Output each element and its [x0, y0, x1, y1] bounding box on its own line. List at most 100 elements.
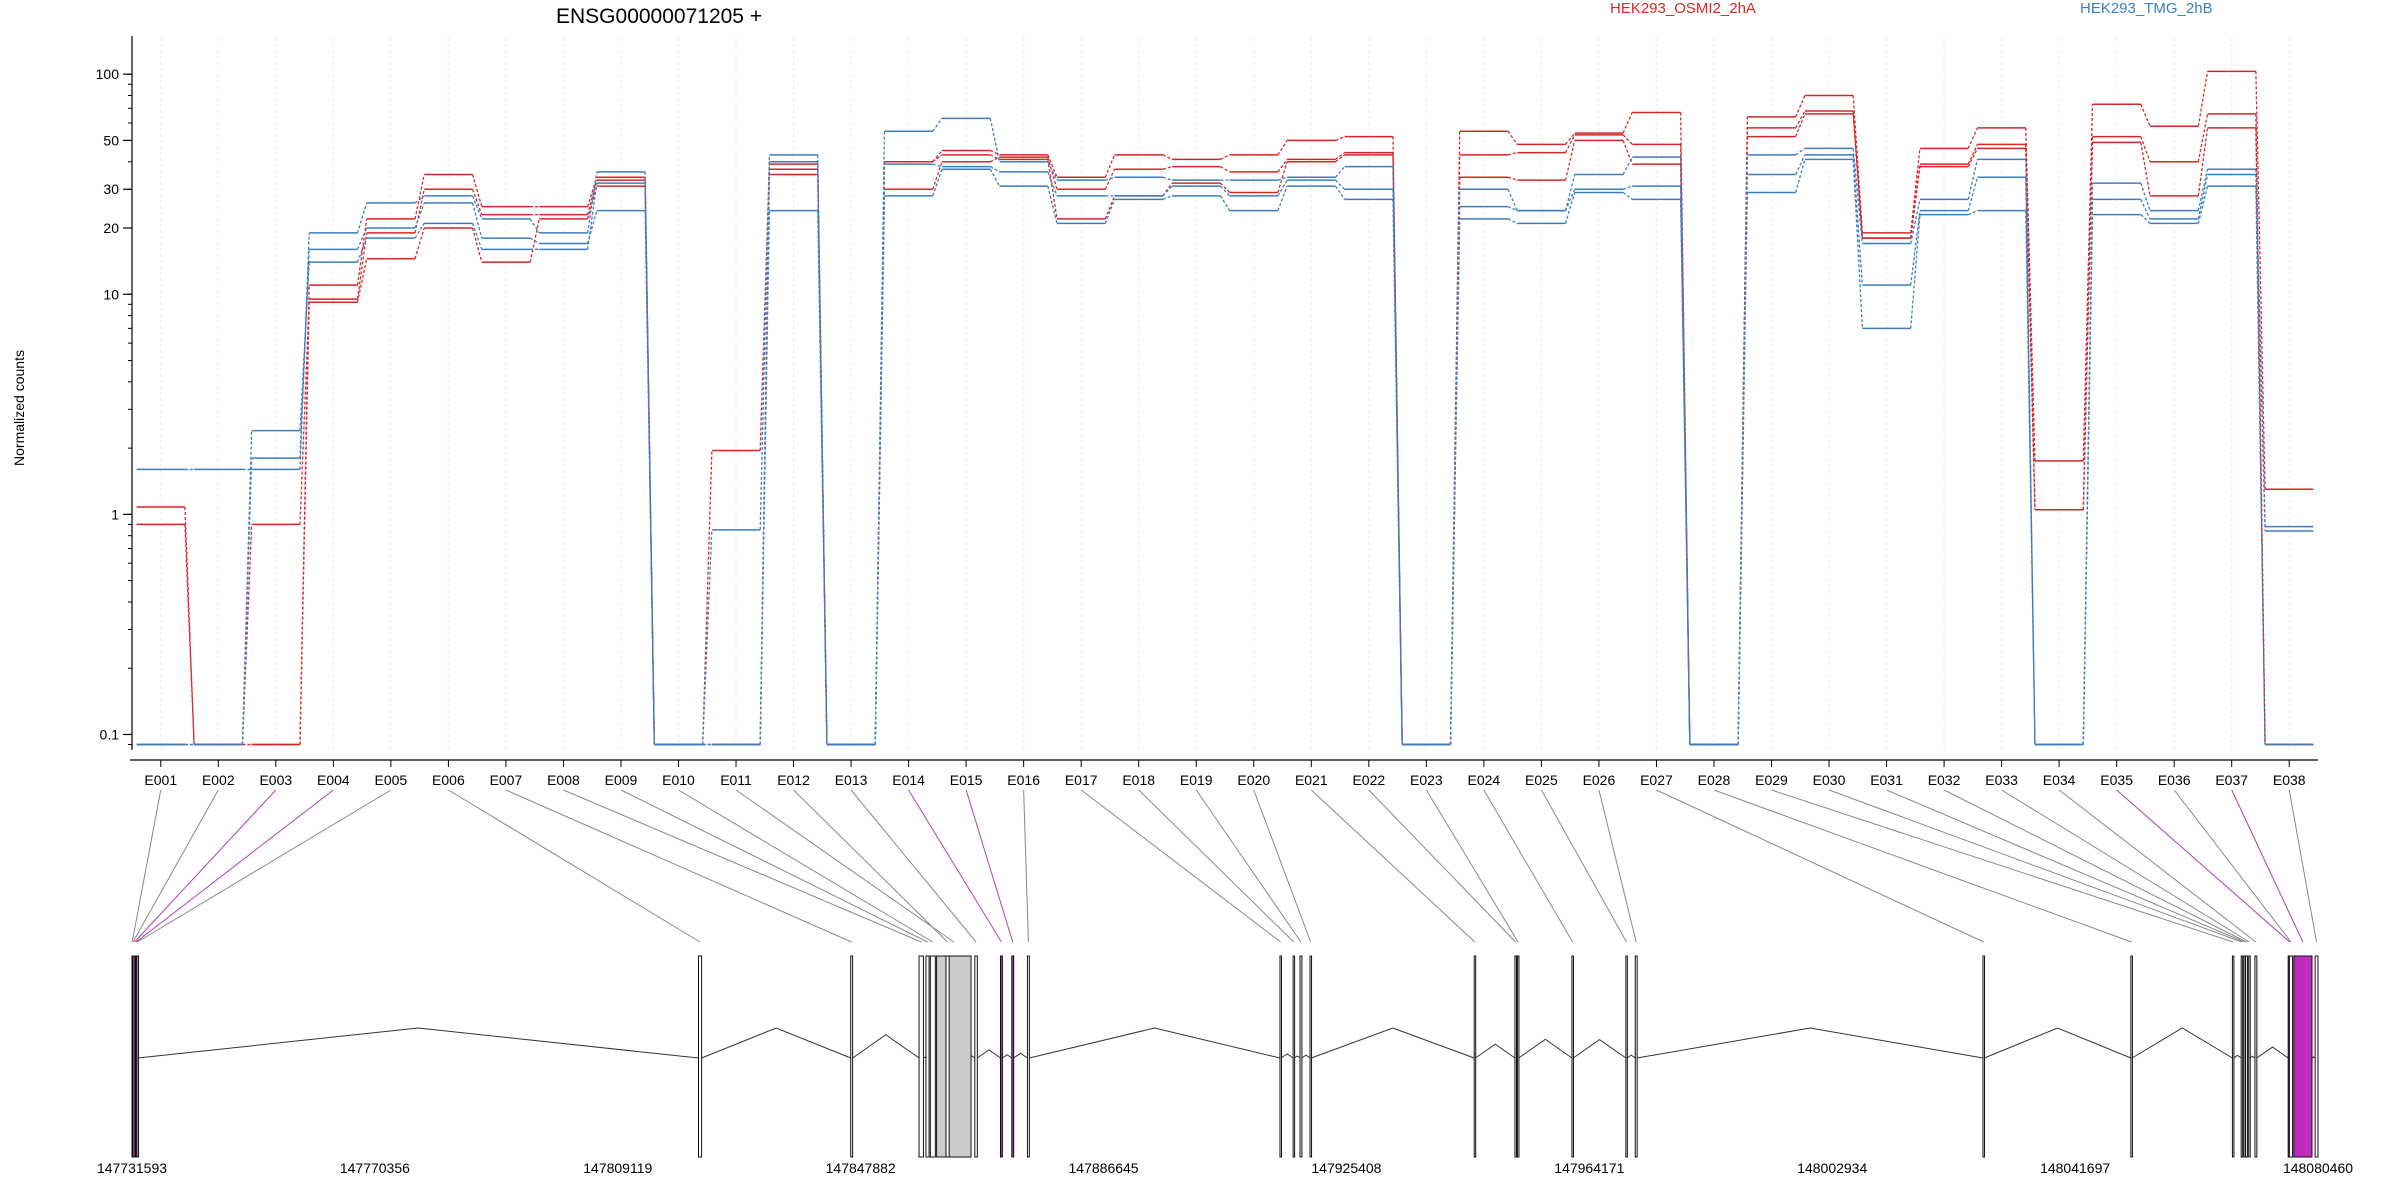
series-3-hek293_osmi2_2ha: [136, 113, 2314, 746]
intron-connector: [1626, 1054, 1636, 1059]
data-connector: [990, 149, 1000, 156]
y-tick-label: 50: [103, 132, 119, 148]
mapping-line-e020: [1253, 789, 1312, 943]
data-connector: [1104, 199, 1116, 224]
data-connector: [241, 430, 253, 745]
data-connector: [932, 163, 943, 168]
data-connector: [299, 302, 310, 745]
data-connector: [1852, 110, 1864, 239]
x-tick-label-e014: E014: [892, 772, 925, 788]
exon-box-e029: [2231, 955, 2235, 1158]
legend-item-tmg: HEK293_TMG_2hB: [2080, 0, 2213, 17]
data-connector: [1795, 147, 1806, 156]
mapping-line-e027: [1656, 789, 1984, 943]
data-connector: [2197, 71, 2209, 127]
mapping-line-e013: [850, 789, 977, 943]
x-tick-label-e024: E024: [1468, 772, 1501, 788]
data-connector: [759, 161, 771, 745]
data-connector: [471, 189, 483, 215]
x-tick-label-e032: E032: [1928, 772, 1961, 788]
intron-connector: [852, 1034, 920, 1059]
data-connector: [1852, 148, 1864, 244]
data-connector: [1622, 134, 1633, 145]
exon-box-e024: [1571, 955, 1574, 1158]
x-tick-label-e023: E023: [1410, 772, 1443, 788]
mapping-line-e018: [1138, 789, 1295, 943]
x-tick-label-e019: E019: [1180, 772, 1213, 788]
data-connector: [1162, 195, 1173, 200]
genomic-coordinate-label: 147925408: [1311, 1160, 1381, 1176]
intron-connector: [1637, 1027, 1984, 1059]
data-connector: [702, 529, 713, 745]
genomic-coordinate-label: 148002934: [1797, 1160, 1867, 1176]
data-connector: [989, 168, 1001, 187]
x-tick-label-e018: E018: [1122, 772, 1155, 788]
x-tick-label-e009: E009: [605, 772, 638, 788]
data-connector: [1392, 199, 1403, 745]
data-connector: [2025, 210, 2036, 745]
data-connector: [471, 195, 483, 220]
exon-box-e013: [974, 955, 978, 1158]
exon-box-e010: [929, 955, 936, 1158]
x-tick-label-e033: E033: [1985, 772, 2018, 788]
data-connector: [1277, 179, 1288, 197]
data-connector: [2140, 199, 2151, 220]
mapping-line-e032: [1943, 789, 2247, 943]
data-connector: [356, 232, 368, 300]
data-connector: [1047, 156, 1058, 190]
mapping-line-e017: [1080, 789, 1281, 943]
intron-connector: [1294, 1055, 1301, 1059]
data-connector: [1104, 154, 1116, 178]
data-connector: [1795, 159, 1806, 193]
genomic-coordinate-label: 147731593: [97, 1160, 167, 1176]
genomic-coordinate-label: 147847882: [826, 1160, 896, 1176]
intron-connector: [977, 1049, 1001, 1059]
data-connector: [1910, 199, 1921, 244]
exon-box-e011: [936, 955, 972, 1158]
x-tick-label-e025: E025: [1525, 772, 1558, 788]
mapping-line-e010: [678, 789, 934, 943]
mapping-line-e014: [908, 789, 1002, 943]
x-tick-label-e037: E037: [2215, 772, 2248, 788]
y-tick-label: 10: [103, 286, 119, 302]
data-connector: [586, 171, 598, 234]
x-tick-label-e016: E016: [1007, 772, 1040, 788]
data-connector: [1967, 144, 1979, 165]
exon-box-e009: [925, 955, 930, 1158]
x-tick-label-e005: E005: [375, 772, 408, 788]
data-connector: [1910, 214, 1921, 329]
data-connector: [2197, 174, 2209, 220]
gene-model-track: 147731593 147770356 147809119 147847882 1478…: [97, 955, 2353, 1176]
data-connector: [1220, 166, 1230, 173]
data-connector: [414, 174, 425, 220]
data-connector: [471, 223, 483, 250]
genomic-coordinate-label: 148041697: [2040, 1160, 2110, 1176]
data-connector: [414, 195, 425, 204]
data-connector: [586, 179, 598, 215]
y-tick-label: 30: [103, 181, 119, 197]
data-connector: [1392, 166, 1403, 745]
exon-box-e005: [136, 955, 140, 1158]
exon-box-e026: [1634, 955, 1638, 1158]
data-connector: [1967, 177, 1979, 211]
data-connector: [2082, 214, 2094, 745]
mapping-line-e026: [1598, 789, 1637, 943]
data-connector: [1967, 159, 1979, 200]
mapping-line-e007: [505, 789, 852, 943]
data-connector: [1622, 156, 1633, 175]
data-connector: [1507, 206, 1518, 212]
data-connector: [2025, 148, 2036, 510]
data-connector: [2197, 127, 2209, 196]
exon-box-e014: [1000, 955, 1003, 1158]
data-connector: [1277, 176, 1288, 181]
data-connector: [1679, 199, 1691, 745]
mapping-line-e019: [1195, 789, 1302, 943]
x-tick-label-e031: E031: [1870, 772, 1903, 788]
intron-connector: [1002, 1054, 1013, 1059]
data-connector: [1162, 185, 1173, 197]
exon-box-e037: [2293, 955, 2313, 1158]
data-connector: [241, 524, 253, 745]
intron-connector: [2249, 1055, 2256, 1059]
x-tick-label-e030: E030: [1813, 772, 1846, 788]
intron-connector: [137, 1027, 699, 1059]
